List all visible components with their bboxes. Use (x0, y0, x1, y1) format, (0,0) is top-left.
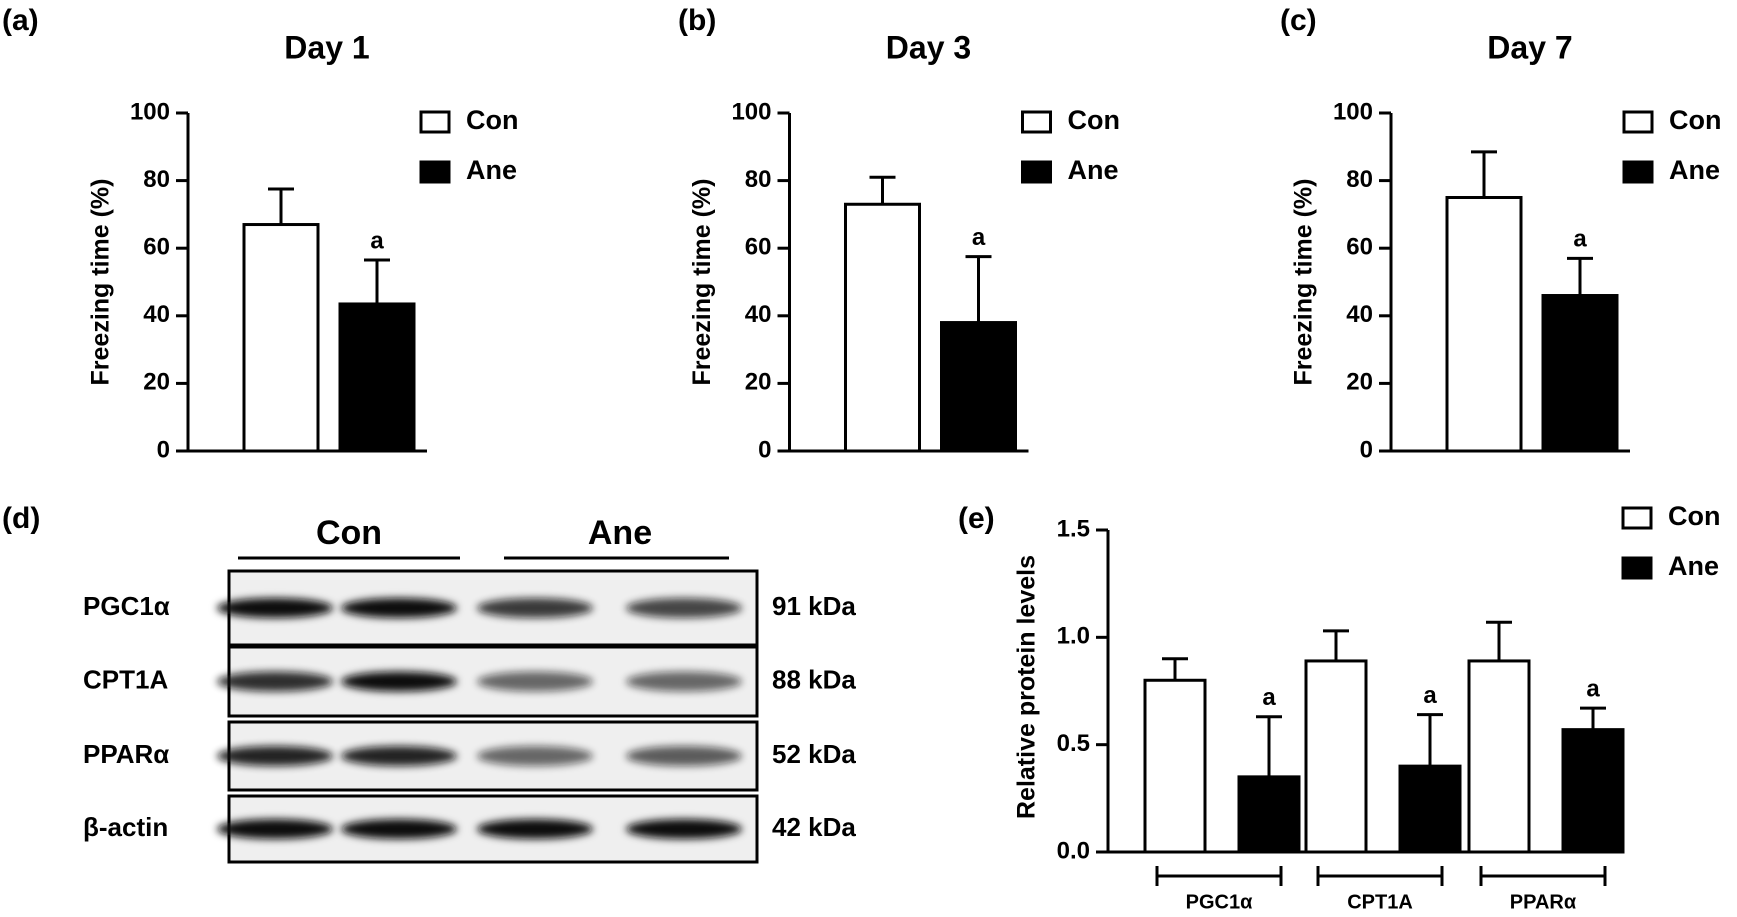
y-tick-label: 80 (1346, 166, 1373, 193)
legend-swatch (1622, 110, 1654, 134)
y-tick-label: 0.5 (1057, 730, 1090, 757)
y-tick-label: 1.0 (1057, 623, 1090, 650)
bar (1304, 659, 1368, 854)
protein-label: PGC1α (83, 591, 170, 621)
x-tick-label: PGC1α (1186, 891, 1253, 913)
legend-label: Ane (1068, 155, 1119, 185)
bar (844, 202, 921, 453)
legend-swatch (1021, 160, 1052, 184)
y-tick-label: 0 (157, 436, 170, 463)
protein-label: CPT1A (83, 664, 168, 694)
bar (1445, 196, 1523, 453)
y-tick-label: 100 (731, 98, 771, 125)
legend-label: Ane (1669, 155, 1720, 185)
y-tick-label: 80 (745, 166, 772, 193)
bar (1561, 728, 1625, 854)
blot-band (341, 819, 457, 839)
blot-band (626, 819, 742, 839)
chart-title: Day 3 (886, 29, 971, 65)
blot-band (341, 746, 457, 766)
legend-label: Con (1668, 501, 1720, 531)
protein-label: PPARα (83, 739, 169, 769)
legend-swatch (1621, 506, 1653, 530)
blot-band (217, 671, 333, 692)
blot-band (217, 746, 333, 766)
x-tick-label: CPT1A (1347, 891, 1413, 913)
significance-label: a (1586, 676, 1600, 703)
legend-label: Ane (1668, 551, 1719, 581)
y-tick-label: 40 (143, 301, 170, 328)
legend-label: Con (1068, 105, 1120, 135)
y-axis-label: Freezing time (%) (87, 179, 115, 386)
bar (338, 302, 416, 453)
significance-label: a (972, 224, 986, 251)
y-tick-label: 100 (1333, 98, 1373, 125)
bar (1237, 775, 1301, 854)
y-tick-label: 20 (1346, 369, 1373, 396)
protein-label: β-actin (83, 812, 168, 842)
bar (242, 223, 320, 453)
significance-label: a (1573, 226, 1587, 253)
size-label: 91 kDa (772, 591, 856, 621)
blot-group-label: Ane (588, 514, 652, 552)
y-tick-label: 60 (143, 234, 170, 261)
y-tick-label: 0.0 (1057, 837, 1090, 864)
panel-label: (a) (2, 4, 39, 37)
y-tick-label: 1.5 (1057, 515, 1090, 542)
blot-band (626, 671, 742, 692)
bar (1467, 659, 1531, 854)
blot-band (341, 671, 457, 692)
significance-label: a (1262, 684, 1276, 711)
size-label: 52 kDa (772, 739, 856, 769)
blot-group-label: Con (316, 514, 382, 552)
legend-swatch (1621, 556, 1653, 580)
blot-band (477, 671, 593, 692)
x-tick-label: PPARα (1510, 891, 1577, 913)
blot-band (626, 746, 742, 766)
chart-title: Day 7 (1487, 29, 1572, 65)
y-tick-label: 60 (1346, 234, 1373, 261)
y-tick-label: 0 (758, 436, 771, 463)
bar (940, 321, 1017, 453)
legend-label: Con (466, 105, 518, 135)
bar (1398, 764, 1462, 854)
y-tick-label: 60 (745, 234, 772, 261)
y-tick-label: 40 (1346, 301, 1373, 328)
legend-swatch (419, 160, 451, 184)
size-label: 42 kDa (772, 812, 856, 842)
blot-band (217, 819, 333, 839)
panel-label: (b) (678, 4, 716, 37)
y-tick-label: 40 (745, 301, 772, 328)
y-tick-label: 80 (143, 166, 170, 193)
panel-label: (d) (2, 502, 40, 535)
blot-band (477, 598, 593, 618)
legend-label: Con (1669, 105, 1721, 135)
blot-band (477, 746, 593, 766)
panel-label: (e) (958, 502, 995, 535)
size-label: 88 kDa (772, 664, 856, 694)
chart-title: Day 1 (284, 29, 369, 65)
bar (1541, 294, 1619, 453)
legend-swatch (1622, 160, 1654, 184)
y-tick-label: 20 (143, 369, 170, 396)
legend-swatch (419, 110, 451, 134)
y-tick-label: 0 (1360, 436, 1373, 463)
blot-band (341, 598, 457, 618)
y-tick-label: 20 (745, 369, 772, 396)
y-axis-label: Freezing time (%) (1290, 179, 1318, 386)
blot-band (477, 819, 593, 839)
y-axis-label: Freezing time (%) (688, 179, 716, 386)
blot-band (217, 598, 333, 618)
y-axis-label: Relative protein levels (1013, 555, 1041, 819)
panel-label: (c) (1280, 4, 1317, 37)
bar (1143, 678, 1207, 854)
significance-label: a (1423, 682, 1437, 709)
legend-label: Ane (466, 155, 517, 185)
y-tick-label: 100 (130, 98, 170, 125)
blot-band (626, 598, 742, 618)
legend-swatch (1021, 110, 1052, 134)
significance-label: a (370, 227, 384, 254)
